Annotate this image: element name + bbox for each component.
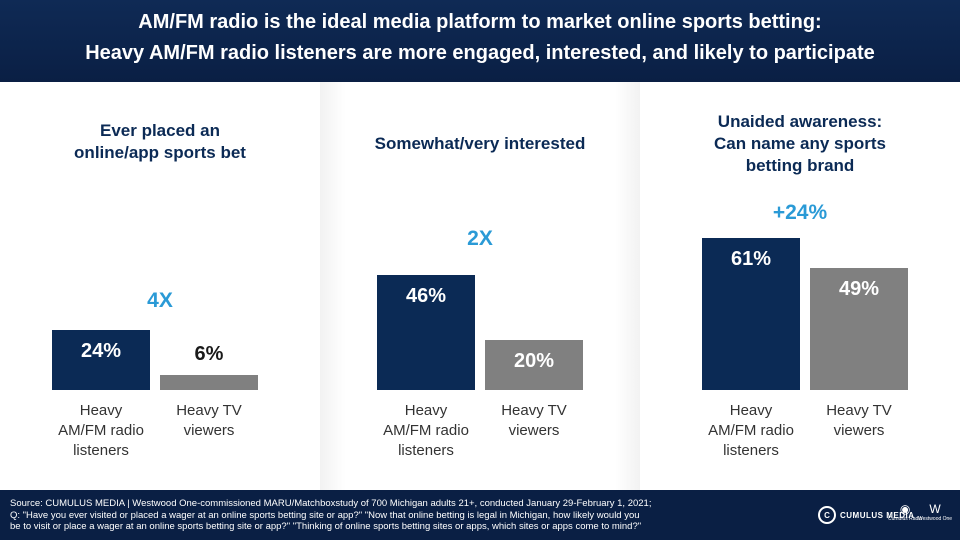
cumulus-radio-logo-text: Cumulus Radio xyxy=(888,516,923,522)
category-label: Heavy AM/FM radio listeners xyxy=(371,401,481,461)
footer: Source: CUMULUS MEDIA | Westwood One-com… xyxy=(0,490,960,540)
cumulus-media-logo-text: CUMULUS MEDIA xyxy=(840,510,915,520)
category-label-line: listeners xyxy=(398,442,454,459)
cumulus-media-logo: C CUMULUS MEDIA xyxy=(818,506,915,524)
chart-title: Somewhat/very interested xyxy=(320,133,640,155)
category-label: Heavy TV viewers xyxy=(154,401,264,441)
category-label: Heavy AM/FM radio listeners xyxy=(696,401,806,461)
source-line-2: Q: "Have you ever visited or placed a wa… xyxy=(10,509,640,521)
category-label-line: Heavy TV xyxy=(501,402,567,419)
data-label: 61% xyxy=(730,247,772,270)
chart-panel-interested xyxy=(320,82,640,490)
slide-title-line-2: Heavy AM/FM radio listeners are more eng… xyxy=(85,42,875,64)
category-label-line: AM/FM radio xyxy=(58,422,144,439)
chart-title-line: betting brand xyxy=(745,156,855,175)
category-label-line: Heavy xyxy=(79,402,123,419)
comparison-label: 4X xyxy=(147,289,173,312)
source-line-3: be to visit or place a wager at an onlin… xyxy=(10,521,642,532)
category-label-line: Heavy xyxy=(729,402,773,419)
data-label: 46% xyxy=(405,285,447,307)
slide-title-line-1: AM/FM radio is the ideal media platform … xyxy=(138,11,822,33)
radio-icon: ◉ xyxy=(899,502,911,516)
category-label-line: AM/FM radio xyxy=(708,422,794,439)
westwood-w-icon: W xyxy=(929,502,941,516)
category-label-line: viewers xyxy=(183,422,235,439)
comparison-label: +24% xyxy=(772,201,828,224)
category-label: Heavy TV viewers xyxy=(804,401,914,441)
comparison-label: 2X xyxy=(467,227,493,250)
category-label-line: Heavy TV xyxy=(826,402,892,419)
slide-header: AM/FM radio is the ideal media platform … xyxy=(0,0,960,82)
bar xyxy=(52,330,150,390)
data-label: 20% xyxy=(513,350,555,372)
category-label-line: viewers xyxy=(508,422,560,439)
category-label-line: AM/FM radio xyxy=(383,422,469,439)
category-label-line: listeners xyxy=(723,442,779,459)
category-label-line: Heavy xyxy=(404,402,448,419)
westwood-one-logo: W Westwood One xyxy=(918,502,952,522)
category-label: Heavy TV viewers xyxy=(479,401,589,441)
chart-title-line: online/app sports bet xyxy=(74,143,246,162)
chart-title-line: Ever placed an xyxy=(99,121,220,140)
chart-title-line: Somewhat/very interested xyxy=(374,134,586,153)
bar xyxy=(377,275,475,390)
data-label: 24% xyxy=(80,340,122,362)
data-label: 6% xyxy=(194,343,224,365)
cumulus-c-icon: C xyxy=(818,506,836,524)
bar xyxy=(702,237,800,390)
chart-title-line: Unaided awareness: xyxy=(717,112,883,131)
bar xyxy=(160,375,258,390)
bar xyxy=(485,340,583,390)
chart-title-line: Can name any sports xyxy=(714,134,886,153)
source-note: Source: CUMULUS MEDIA | Westwood One-com… xyxy=(10,498,810,533)
category-label-line: Heavy TV xyxy=(176,402,242,419)
category-label-line: viewers xyxy=(833,422,885,439)
bar xyxy=(810,267,908,390)
source-line-1: Source: CUMULUS MEDIA | Westwood One-com… xyxy=(10,498,652,509)
data-label: 49% xyxy=(838,277,880,300)
chart-title: Unaided awareness: Can name any sports bet… xyxy=(640,111,960,177)
chart-title: Ever placed an online/app sports bet xyxy=(0,120,320,164)
cumulus-radio-logo: ◉ Cumulus Radio xyxy=(888,502,922,522)
westwood-one-logo-text: Westwood One xyxy=(918,516,953,522)
category-label-line: listeners xyxy=(73,442,129,459)
category-label: Heavy AM/FM radio listeners xyxy=(46,401,156,461)
